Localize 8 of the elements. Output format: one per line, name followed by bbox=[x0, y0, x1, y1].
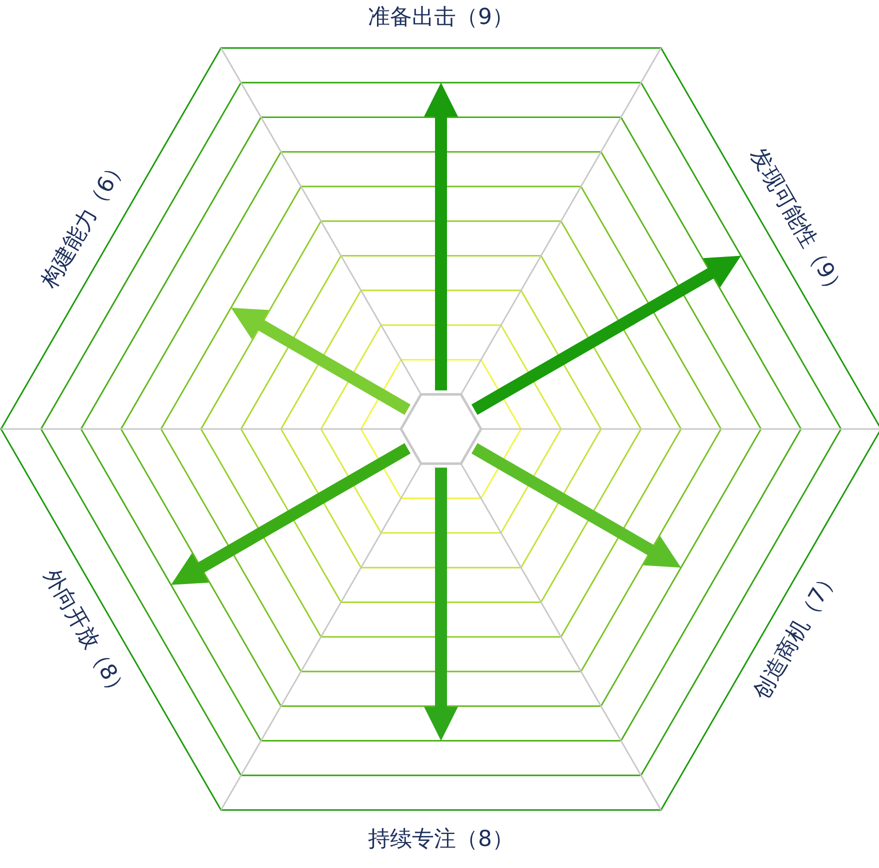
category-label: 准备出击 bbox=[368, 4, 456, 30]
category-label: 发现可能性 bbox=[744, 144, 822, 252]
category-label: 持续专注 bbox=[368, 827, 456, 852]
category-label: 外向开放 bbox=[38, 564, 104, 654]
data-label: （9） bbox=[456, 4, 514, 30]
data-label: （8） bbox=[456, 827, 514, 852]
category-label: 创造商机 bbox=[749, 615, 815, 704]
category-label: 构建能力 bbox=[36, 204, 103, 294]
